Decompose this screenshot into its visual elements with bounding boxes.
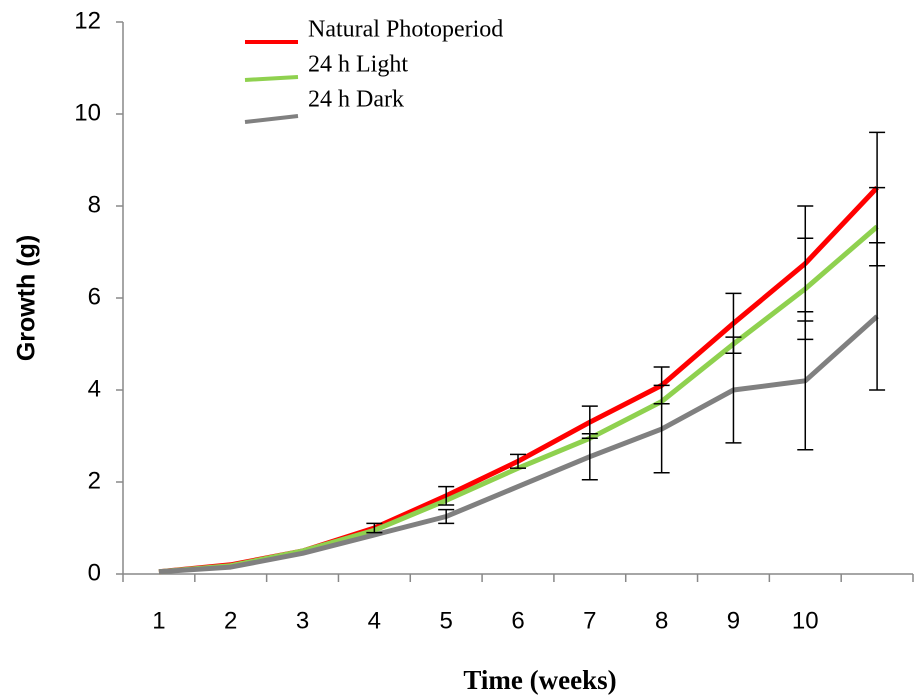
legend-label: 24 h Light: [308, 52, 408, 78]
x-tick-label: 1: [152, 607, 165, 634]
y-tick-label: 6: [88, 283, 101, 310]
x-axis-title: Time (weeks): [463, 665, 616, 695]
legend-label: Natural Photoperiod: [308, 17, 503, 43]
legend-swatch: [244, 114, 299, 124]
error-bar: [510, 453, 526, 469]
y-tick-label: 12: [74, 7, 101, 34]
series-line: [158, 224, 879, 575]
x-tick-label: 2: [224, 607, 237, 634]
y-tick-label: 2: [88, 467, 101, 494]
error-bar: [725, 336, 742, 444]
x-tick-label: 3: [296, 607, 309, 634]
error-bar: [797, 311, 814, 451]
y-tick-label: 10: [74, 99, 101, 126]
x-tick-label: 8: [655, 607, 668, 634]
error-bar: [869, 242, 886, 391]
error-bar: [653, 384, 670, 474]
error-bar: [438, 508, 455, 525]
series-line: [158, 314, 879, 575]
legend-swatch: [244, 75, 299, 82]
y-tick-label: 0: [88, 559, 101, 586]
error-bar: [366, 522, 383, 534]
x-tick-label: 5: [440, 607, 453, 634]
x-tick-label: 7: [583, 607, 596, 634]
y-tick-label: 8: [88, 191, 101, 218]
x-tick-label: 4: [368, 607, 381, 634]
error-bar: [438, 485, 455, 506]
x-tick-label: 9: [727, 607, 740, 634]
series-line: [158, 185, 879, 575]
error-bar: [581, 432, 598, 481]
x-tick-label: 6: [511, 607, 524, 634]
y-axis-title: Growth (g): [13, 235, 41, 361]
legend-label: 24 h Dark: [308, 87, 404, 113]
y-tick-label: 4: [88, 375, 101, 402]
x-tick-label: 10: [792, 607, 819, 634]
